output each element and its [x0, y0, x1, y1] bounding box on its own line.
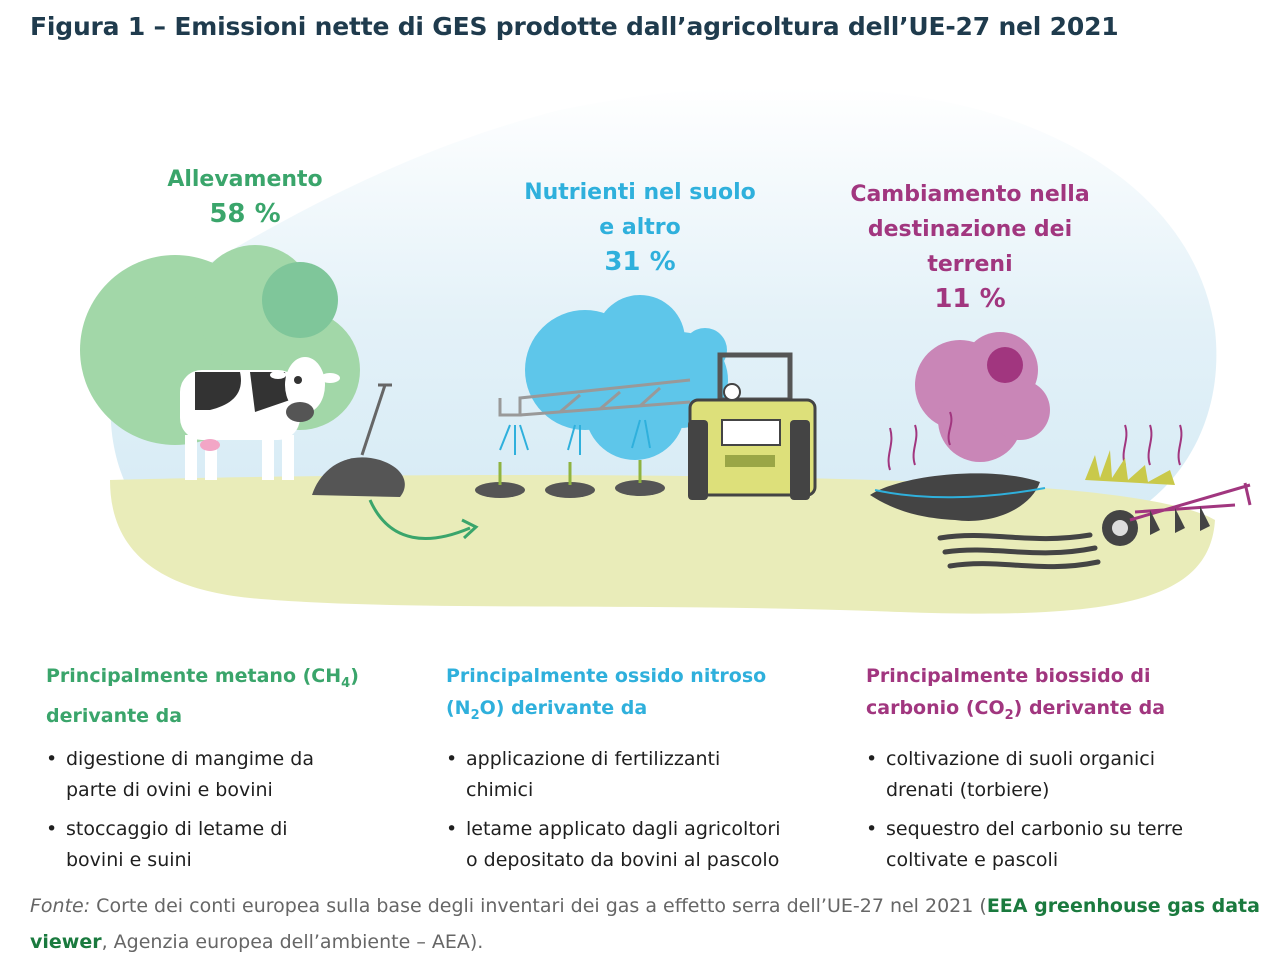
list-item: • applicazione di fertilizzanti chimici	[446, 747, 721, 801]
illustration	[80, 86, 1252, 614]
bullet-list: • coltivazione di suoli organici drenati (…	[866, 744, 1266, 876]
eea-data-viewer-link[interactable]: EEA greenhouse gas data viewer	[30, 895, 1260, 953]
figure-title: Figura 1 – Emissioni nette di GES prodot…	[30, 12, 1119, 41]
spray-icon	[499, 419, 651, 455]
source-text: Corte dei conti europea sulla base degli…	[90, 895, 987, 917]
column-heading: Principalmente biossido di carbonio (CO2…	[866, 665, 1166, 723]
category-label: Cambiamento nella	[850, 182, 1090, 207]
column-methane: Principalmente metano (CH4) derivante da…	[46, 660, 446, 884]
category-label: Allevamento	[167, 167, 323, 192]
list-item: • letame applicato dagli agricoltori o dep…	[446, 817, 781, 871]
category-label-line3: terreni	[927, 252, 1013, 277]
category-nutrients: Nutrienti nel suolo e altro 31 %	[510, 175, 770, 280]
grass-icon	[1085, 450, 1175, 485]
category-percentage: 58 %	[209, 199, 281, 229]
category-livestock: Allevamento 58 %	[130, 162, 360, 232]
manure-icon	[312, 383, 405, 497]
category-label-line2: e altro	[599, 215, 681, 240]
bullet-list: • applicazione di fertilizzanti chimici • l…	[446, 744, 846, 876]
plough-icon	[1102, 482, 1252, 546]
tractor-icon	[688, 352, 817, 500]
category-land-use: Cambiamento nella destinazione dei terre…	[835, 177, 1105, 317]
source-note: Fonte: Corte dei conti europea sulla bas…	[30, 888, 1260, 960]
category-percentage: 31 %	[604, 247, 676, 277]
bullet-list: • digestione di mangime da parte di ovini …	[46, 744, 446, 876]
category-label: Nutrienti nel suolo	[524, 180, 756, 205]
list-item: • coltivazione di suoli organici drenati (…	[866, 747, 1156, 801]
source-label: Fonte:	[30, 895, 91, 917]
crop-icon	[475, 480, 665, 498]
column-heading: Principalmente metano (CH4) derivante da	[46, 665, 359, 727]
land-use-cloud	[915, 332, 1050, 462]
list-item: • stoccaggio di letame di bovini e suini	[46, 817, 288, 871]
list-item: • digestione di mangime da parte di ovini …	[46, 747, 314, 801]
list-item: • sequestro del carbonio su terre coltivat…	[866, 817, 1184, 871]
source-tail: , Agenzia europea dell’ambiente – AEA).	[101, 931, 484, 953]
column-heading: Principalmente ossido nitroso (N2O) deri…	[446, 665, 767, 723]
furrows-icon	[937, 532, 1101, 570]
emission-arrows-icon	[887, 411, 1183, 471]
cow-icon	[180, 357, 340, 480]
category-label-line2: destinazione dei	[867, 217, 1073, 242]
sprayer-icon	[498, 378, 691, 417]
column-nitrous-oxide: Principalmente ossido nitroso (N2O) deri…	[446, 660, 846, 884]
ground	[110, 475, 1215, 614]
column-carbon-dioxide: Principalmente biossido di carbonio (CO2…	[866, 660, 1266, 884]
category-percentage: 11 %	[934, 284, 1006, 314]
flow-arrow	[368, 499, 471, 540]
